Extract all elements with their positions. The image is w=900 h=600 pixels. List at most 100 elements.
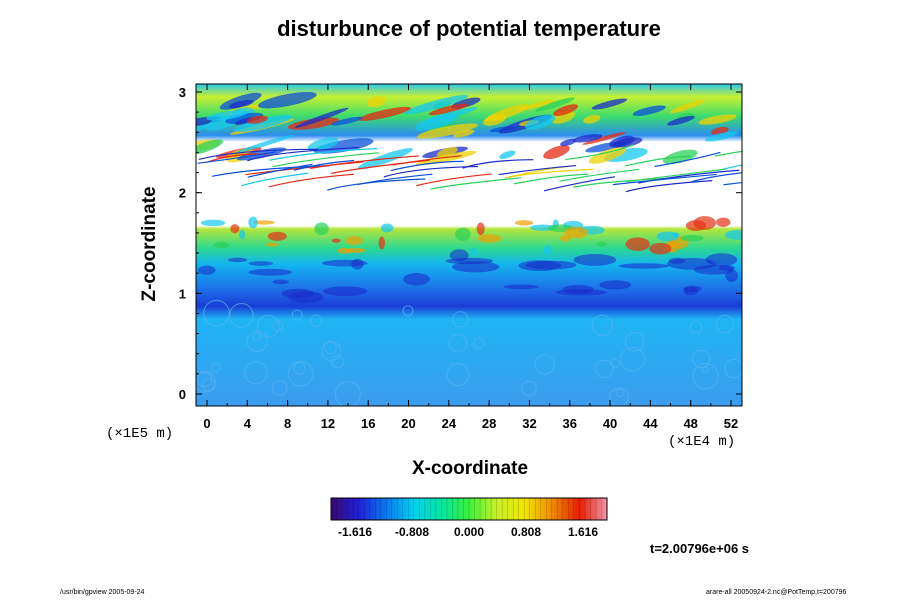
x-tick-label: 28 [482, 416, 496, 431]
field-blob [455, 227, 471, 242]
colorbar-tick-label: -0.808 [395, 525, 429, 539]
field-eddy [256, 314, 280, 338]
field-streak [654, 151, 721, 168]
field-blob [403, 273, 430, 286]
field-blob [337, 247, 352, 254]
field-streak [453, 129, 475, 138]
x-tick-label: 24 [442, 416, 457, 431]
field-streak [690, 172, 742, 183]
field-blob [477, 234, 502, 243]
field-blob [476, 222, 485, 236]
field-eddy [330, 355, 345, 369]
field-blob [213, 241, 230, 249]
field-streak [330, 116, 363, 126]
field-streak [518, 99, 555, 111]
field-streak [331, 159, 430, 174]
x-tick-label: 8 [284, 416, 291, 431]
field-streak [294, 107, 349, 128]
field-eddy [452, 311, 469, 328]
field-blob [265, 242, 279, 247]
field-streak [535, 97, 575, 112]
field-streak [309, 155, 419, 170]
field-streak [704, 131, 738, 142]
field-streak [197, 151, 277, 164]
field-streak [498, 164, 577, 176]
field-eddy [692, 362, 720, 390]
field-blob [599, 280, 632, 290]
field-streak [543, 145, 570, 160]
field-streak [626, 168, 727, 183]
colorbar-tick-label: -1.616 [338, 525, 372, 539]
field-streak [591, 98, 628, 110]
field-streak [553, 104, 579, 117]
x-tick-label: 0 [203, 416, 210, 431]
field-eddy [689, 321, 703, 334]
field-streak [543, 176, 616, 192]
field-eddy [609, 387, 629, 406]
x-tick-label: 52 [724, 416, 738, 431]
x-tick-label: 36 [563, 416, 577, 431]
field-eddy [323, 341, 337, 355]
field-blob [321, 259, 368, 267]
colorbar-tick-label: 0.808 [511, 525, 541, 539]
field-streak [484, 104, 529, 122]
field-blob [345, 236, 363, 246]
field-streak [404, 94, 469, 115]
field-streak [499, 150, 516, 159]
field-eddy [448, 333, 468, 353]
field-blob [248, 268, 293, 276]
field-streak [514, 173, 588, 185]
field-streak [234, 114, 293, 132]
y-tick-label: 2 [179, 186, 186, 201]
x-axis-label: X-coordinate [411, 458, 529, 479]
field-streak [624, 155, 691, 167]
field-streak [383, 165, 479, 178]
y-axis-unit: (×1E5 m) [106, 426, 174, 442]
field-streak [430, 177, 522, 190]
field-streak [307, 137, 339, 152]
field-blob [680, 234, 704, 242]
field-eddy [291, 309, 303, 321]
field-eddy [202, 378, 216, 392]
field-blob [227, 257, 248, 263]
field-streak [437, 146, 458, 157]
field-blob [562, 284, 594, 294]
field-streak [572, 134, 603, 143]
field-streak [416, 173, 492, 187]
field-streak [625, 180, 713, 193]
field-eddy [724, 358, 742, 379]
field-streak [247, 163, 313, 178]
field-blob [525, 260, 577, 270]
field-blob [239, 229, 246, 240]
footer-left: /usr/bin/gpview 2005-09-24 [60, 589, 145, 596]
field-streak [272, 152, 379, 168]
field-streak [676, 112, 694, 119]
field-streak [367, 96, 386, 107]
field-eddy [521, 380, 537, 397]
field-blob [380, 223, 394, 233]
heatmap-field [196, 84, 742, 406]
field-eddy [272, 320, 284, 332]
field-streak [241, 172, 309, 187]
field-streak [422, 107, 478, 123]
field-blob [625, 237, 650, 251]
field-blob [543, 245, 552, 256]
field-eddy [620, 346, 645, 372]
field-blob [322, 286, 368, 297]
field-streak [357, 173, 433, 186]
field-blob [272, 279, 289, 285]
field-streak [609, 135, 635, 148]
field-streak [560, 138, 577, 147]
y-tick-label: 0 [179, 387, 186, 402]
field-streak [269, 147, 378, 161]
field-blob [503, 284, 539, 290]
field-blob [683, 285, 702, 293]
x-tick-label: 48 [683, 416, 697, 431]
field-eddy [715, 314, 735, 334]
field-blob [514, 220, 534, 226]
field-blob [449, 249, 469, 262]
field-blob [716, 217, 731, 227]
field-blob [470, 247, 478, 256]
field-streak [236, 134, 295, 153]
